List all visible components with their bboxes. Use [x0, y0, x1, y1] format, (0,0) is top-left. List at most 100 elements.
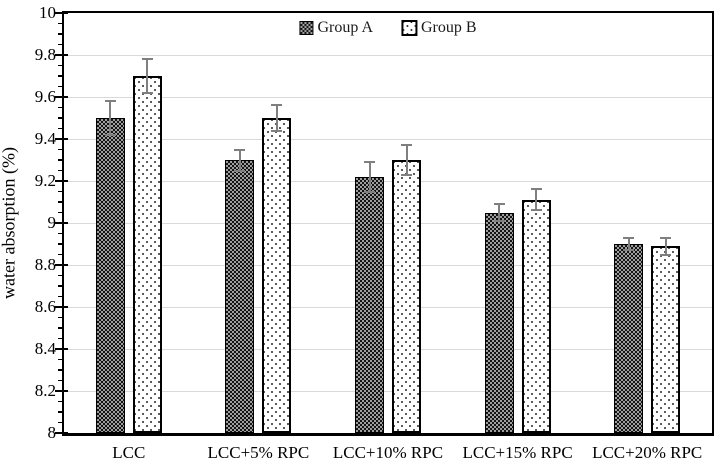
- y-axis-tick-label: 9.6: [34, 87, 56, 106]
- y-axis-minor-tick: [58, 358, 64, 361]
- error-bar-cap: [271, 104, 283, 107]
- legend: Group A Group B: [299, 20, 477, 36]
- y-axis-minor-tick: [58, 22, 64, 25]
- y-axis-minor-tick: [58, 43, 64, 46]
- y-axis-minor-tick: [58, 211, 64, 214]
- error-bar: [627, 237, 630, 251]
- y-axis-tick-label: 9.2: [34, 171, 56, 190]
- y-axis-tick-label: 8.6: [34, 297, 56, 316]
- y-axis-tick-label: 9: [47, 213, 57, 232]
- error-bar: [405, 145, 408, 175]
- error-bar-cap: [493, 203, 505, 206]
- error-bar-cap: [234, 169, 246, 172]
- error-bar: [275, 105, 278, 131]
- error-bar-cap: [234, 148, 246, 151]
- error-bar-cap: [271, 129, 283, 132]
- bar-group-a: [484, 212, 514, 433]
- y-axis-major-tick: [55, 222, 68, 224]
- y-axis-minor-tick: [58, 411, 64, 413]
- y-axis-minor-tick: [58, 253, 64, 256]
- y-axis-minor-tick: [58, 316, 64, 319]
- error-bar-cap: [660, 236, 672, 239]
- error-bar: [109, 101, 112, 135]
- y-axis-minor-tick: [58, 148, 64, 151]
- bar-group-a: [614, 244, 644, 433]
- legend-marker-checker-icon: [299, 21, 314, 35]
- error-bar-cap: [623, 236, 635, 239]
- bar-group-b: [262, 118, 292, 433]
- x-axis-category-label: LCC+5% RPC: [207, 443, 310, 462]
- bar-group-a: [355, 176, 384, 433]
- y-axis-major-tick: [55, 54, 68, 56]
- y-axis-minor-tick: [58, 106, 64, 109]
- error-bar-cap: [493, 219, 505, 222]
- y-axis-tick-label: 10: [39, 3, 56, 22]
- y-axis-major-tick: [55, 432, 68, 434]
- y-axis-major-tick: [55, 138, 68, 140]
- y-axis-minor-tick: [58, 295, 64, 298]
- gridline: [64, 264, 712, 266]
- plot-area: water absorption (%) Group A Group B 8 8.2…: [0, 3, 714, 462]
- bar-group-b: [521, 199, 551, 433]
- y-axis-minor-tick: [58, 127, 64, 130]
- x-axis-category-label: LCC+20% RPC: [592, 443, 703, 462]
- y-axis-major-tick: [55, 12, 68, 14]
- y-axis-minor-tick: [58, 337, 64, 340]
- legend-marker-dots-icon: [401, 20, 417, 36]
- error-bar-cap: [104, 133, 116, 136]
- bar-group-b: [132, 76, 162, 433]
- error-bar-cap: [104, 100, 116, 103]
- y-axis-minor-tick: [58, 117, 64, 119]
- gridline: [64, 180, 712, 182]
- y-axis-tick-label: 8.4: [34, 339, 56, 358]
- y-axis-minor-tick: [58, 327, 64, 329]
- error-bar: [498, 204, 501, 221]
- y-axis-minor-tick: [58, 75, 64, 77]
- error-bar-cap: [141, 58, 153, 61]
- legend-label: Group B: [421, 19, 477, 36]
- y-axis-tick-label: 8: [47, 423, 57, 442]
- error-bar-cap: [364, 161, 375, 164]
- y-axis-minor-tick: [58, 33, 64, 35]
- y-axis-minor-tick: [58, 379, 64, 382]
- bar-group-b: [392, 160, 421, 433]
- y-axis-tick-label: 9.8: [34, 45, 56, 64]
- error-bar-cap: [623, 249, 635, 252]
- bar-group-b: [651, 246, 681, 433]
- error-bar-cap: [364, 190, 375, 193]
- y-axis-tick-label: 8.2: [34, 381, 56, 400]
- y-axis-minor-tick: [58, 201, 64, 203]
- y-axis-minor-tick: [58, 274, 64, 277]
- gridline: [64, 390, 712, 392]
- error-bar-cap: [530, 209, 542, 212]
- x-axis-category-label: LCC: [112, 443, 146, 462]
- y-axis-minor-tick: [58, 232, 64, 235]
- error-bar: [535, 189, 538, 211]
- y-axis-major-tick: [55, 180, 68, 182]
- error-bar-cap: [401, 173, 412, 176]
- y-axis-minor-tick: [58, 159, 64, 161]
- error-bar-cap: [530, 188, 542, 191]
- y-axis-minor-tick: [58, 285, 64, 287]
- y-axis-minor-tick: [58, 369, 64, 371]
- gridline: [64, 96, 712, 98]
- legend-item-group-b: Group B: [401, 20, 477, 36]
- x-axis-category-label: LCC+15% RPC: [462, 443, 573, 462]
- x-axis-category-label: LCC+10% RPC: [332, 443, 444, 462]
- y-axis-tick-label: 9.4: [34, 129, 56, 148]
- gridline: [64, 222, 712, 224]
- error-bar: [368, 162, 371, 192]
- error-bar-cap: [660, 253, 672, 256]
- y-axis-minor-tick: [58, 64, 64, 67]
- y-axis-minor-tick: [58, 421, 64, 424]
- gridline: [64, 54, 712, 56]
- legend-item-group-a: Group A: [299, 20, 373, 36]
- y-axis-minor-tick: [58, 400, 64, 403]
- y-axis-major-tick: [55, 390, 68, 392]
- bar-group-a: [225, 160, 255, 433]
- y-axis-tick-label: 8.8: [34, 255, 56, 274]
- bar-group-a: [95, 118, 125, 433]
- error-bar-cap: [401, 144, 412, 147]
- error-bar: [146, 59, 149, 93]
